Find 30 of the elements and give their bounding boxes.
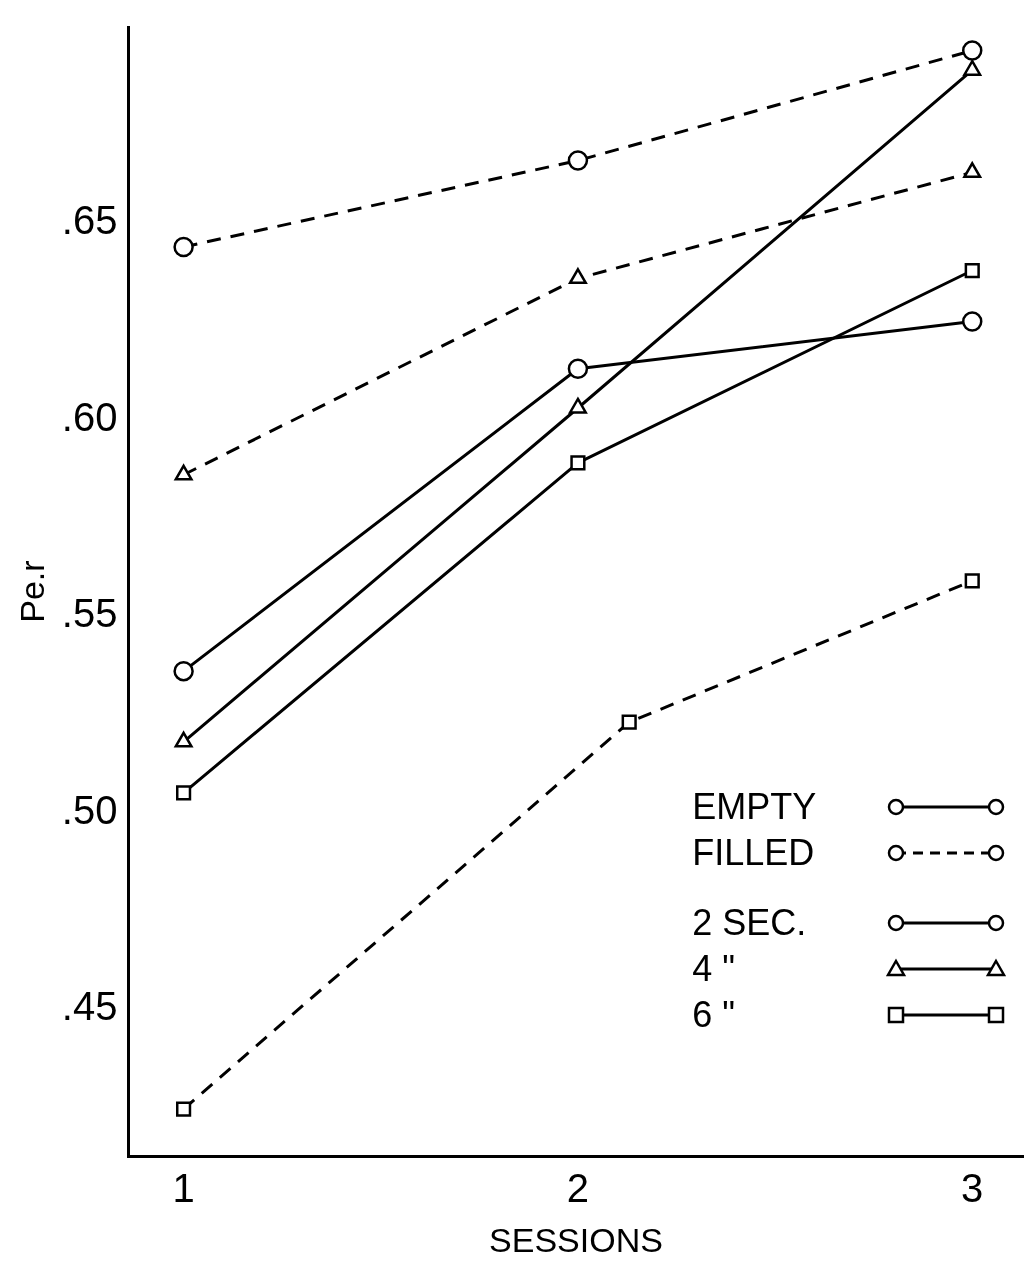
point xyxy=(621,714,637,730)
annotation: 4 " xyxy=(692,947,736,989)
x-tick-label: 1 xyxy=(172,1166,195,1211)
y-tick-label: .50 xyxy=(61,787,118,832)
annotation: 6 " xyxy=(692,993,736,1035)
annotation: EMPTY xyxy=(692,785,817,827)
x-tick-label: 2 xyxy=(566,1166,590,1211)
point xyxy=(961,311,983,332)
point xyxy=(173,660,194,682)
point xyxy=(570,455,586,471)
point xyxy=(173,236,194,258)
y-axis-title: Pe.r xyxy=(12,560,51,623)
point xyxy=(174,464,193,481)
point xyxy=(176,785,192,801)
point xyxy=(176,1101,192,1117)
annotation: 2 SEC. xyxy=(692,901,807,943)
point xyxy=(961,40,983,61)
x-tick-label: 3 xyxy=(961,1166,984,1211)
y-tick-label: .55 xyxy=(61,591,118,636)
y-tick-label: .45 xyxy=(61,983,118,1028)
y-tick-label: .65 xyxy=(61,198,118,243)
point xyxy=(964,573,980,589)
x-axis-title: SESSIONS xyxy=(489,1220,663,1259)
point xyxy=(964,262,980,279)
point xyxy=(568,268,587,285)
y-tick-label: .60 xyxy=(61,394,118,439)
annotation: FILLED xyxy=(692,831,815,873)
point xyxy=(567,358,589,379)
point xyxy=(567,150,589,171)
point xyxy=(963,162,982,179)
